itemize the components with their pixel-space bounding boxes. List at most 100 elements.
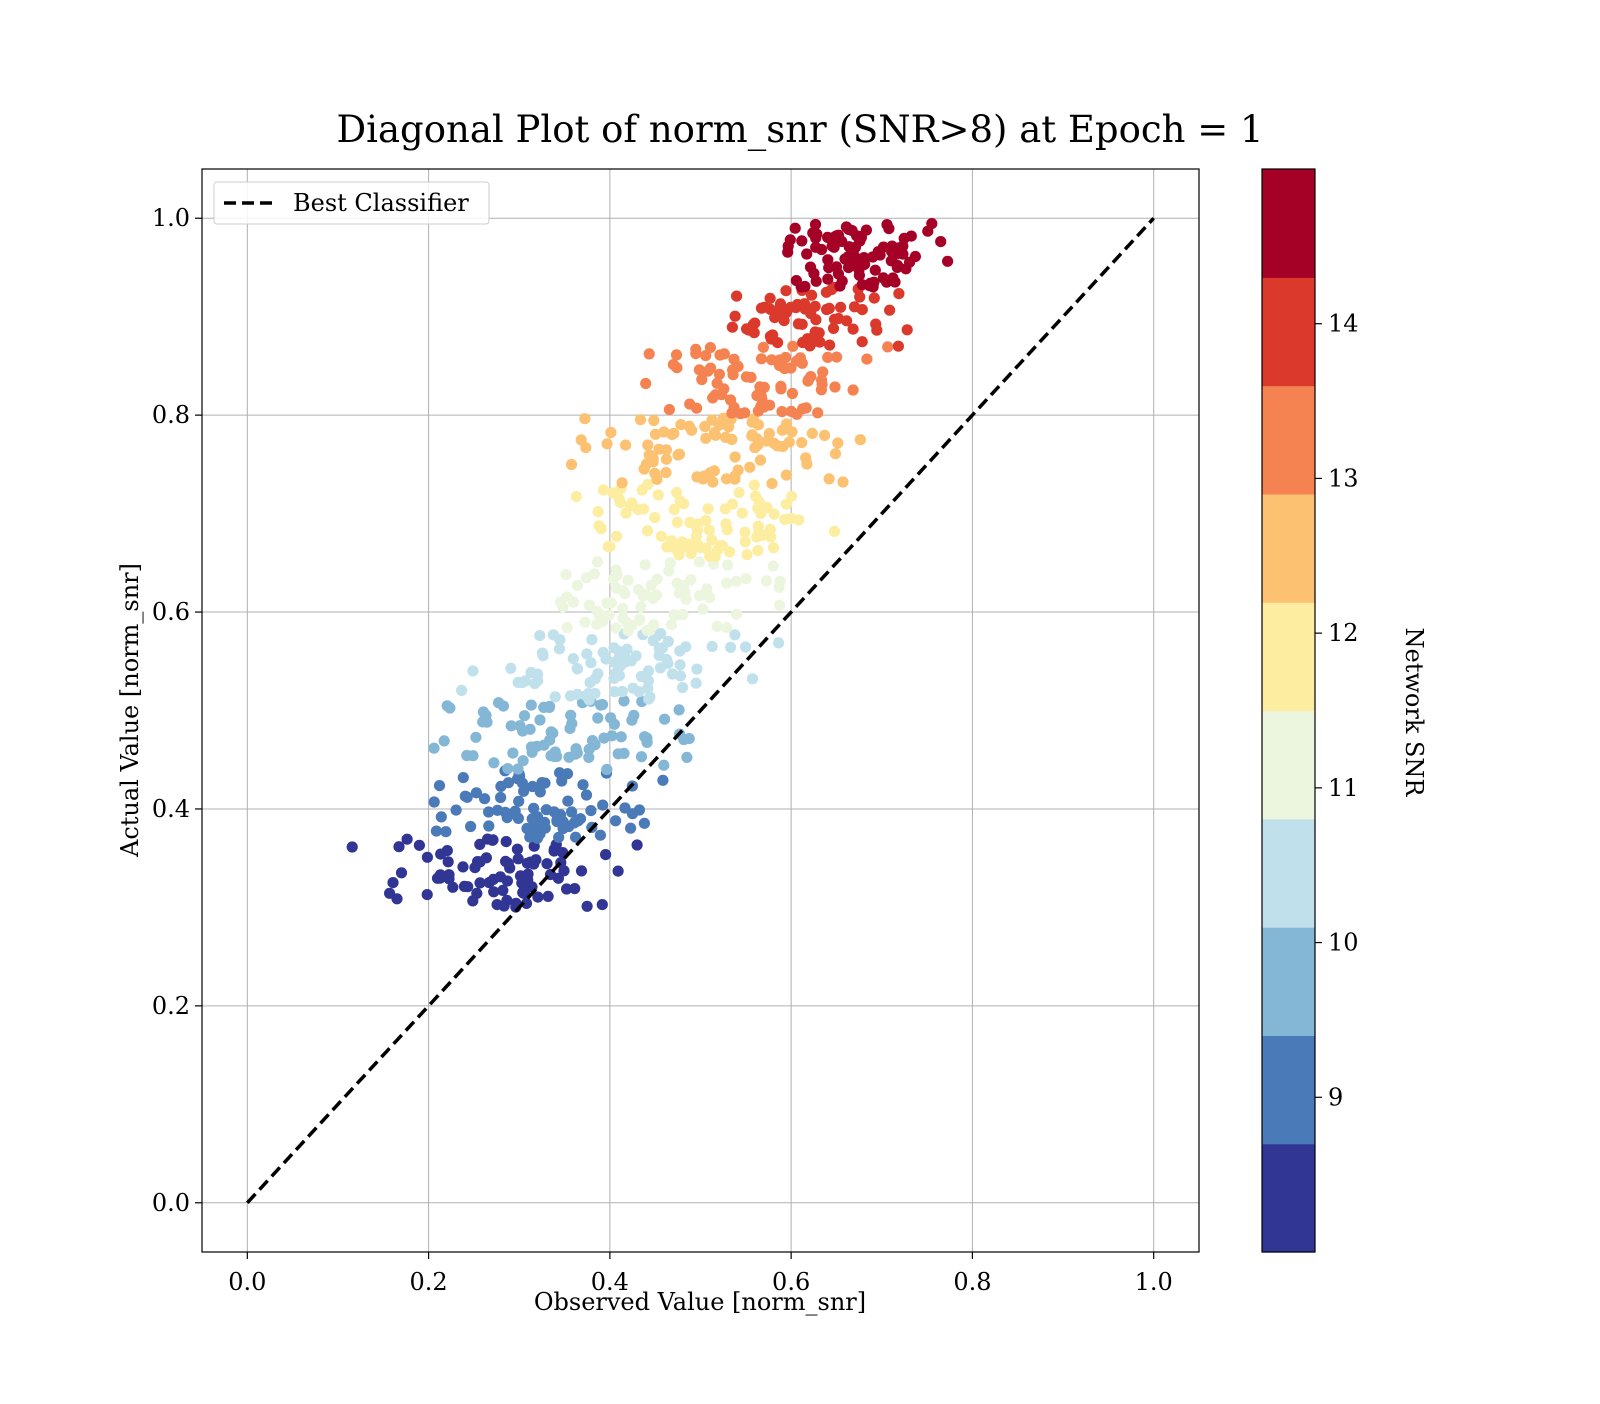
scatter-point xyxy=(567,653,579,665)
scatter-point xyxy=(796,235,808,247)
scatter-point xyxy=(639,559,651,571)
scatter-point xyxy=(723,421,735,433)
scatter-point xyxy=(600,849,612,861)
scatter-point xyxy=(661,653,673,666)
scatter-point xyxy=(849,241,862,253)
chart-title: Diagonal Plot of norm_snr (SNR>8) at Epo… xyxy=(336,108,1263,152)
scatter-point xyxy=(787,340,799,352)
scatter-point xyxy=(799,280,811,293)
scatter-point xyxy=(591,556,604,568)
scatter-point xyxy=(605,426,617,439)
scatter-point xyxy=(488,886,500,898)
legend-box xyxy=(213,181,490,225)
scatter-point xyxy=(568,596,580,608)
scatter-point xyxy=(711,377,723,389)
scatter-point xyxy=(660,453,673,465)
scatter-point xyxy=(628,709,640,721)
y-axis-label: Actual Value [norm_snr] xyxy=(116,563,144,858)
scatter-point xyxy=(532,891,544,903)
scatter-point xyxy=(622,574,634,586)
scatter-point xyxy=(881,219,893,231)
scatter-point xyxy=(752,544,764,557)
scatter-point xyxy=(579,616,591,628)
scatter-point xyxy=(433,780,446,792)
scatter-point xyxy=(428,742,440,754)
scatter-point xyxy=(565,458,578,471)
scatter-point xyxy=(809,218,822,231)
scatter-point xyxy=(641,525,654,537)
scatter-point xyxy=(617,612,629,624)
scatter-point xyxy=(557,601,569,613)
scatter-point xyxy=(612,865,624,877)
scatter-point xyxy=(728,401,740,414)
colorbar-segment xyxy=(1262,277,1315,387)
colorbar-tick-label: 10 xyxy=(1328,929,1359,957)
scatter-point xyxy=(832,437,844,449)
scatter-point xyxy=(572,815,584,827)
scatter-point xyxy=(859,258,871,270)
scatter-point xyxy=(733,486,745,499)
scatter-point xyxy=(706,640,718,653)
scatter-point xyxy=(526,780,539,793)
y-tick-label: 0.6 xyxy=(152,598,190,626)
scatter-point xyxy=(553,643,566,655)
scatter-point xyxy=(459,790,471,802)
scatter-point xyxy=(774,575,786,587)
scatter-point xyxy=(809,300,821,312)
scatter-point xyxy=(608,672,620,685)
scatter-point xyxy=(514,870,527,882)
scatter-point xyxy=(701,583,713,595)
scatter-point xyxy=(605,597,617,609)
scatter-point xyxy=(616,685,628,698)
scatter-points xyxy=(346,218,954,913)
scatter-point xyxy=(645,579,657,592)
scatter-point xyxy=(534,786,546,798)
scatter-point xyxy=(717,412,730,424)
colorbar-tick-label: 9 xyxy=(1328,1083,1343,1111)
colorbar-tick-label: 14 xyxy=(1328,310,1359,338)
scatter-point xyxy=(685,548,697,560)
scatter-point xyxy=(776,406,788,418)
scatter-point xyxy=(580,789,593,801)
scatter-point xyxy=(642,439,654,451)
scatter-point xyxy=(654,662,667,674)
scatter-point xyxy=(444,702,456,714)
scatter-point xyxy=(871,324,883,336)
scatter-point xyxy=(659,713,671,725)
scatter-point xyxy=(561,622,573,634)
scatter-point xyxy=(761,502,773,514)
scatter-point xyxy=(766,354,778,366)
scatter-point xyxy=(346,841,358,853)
scatter-point xyxy=(401,833,413,845)
scatter-point xyxy=(829,381,841,393)
scatter-point xyxy=(775,383,787,395)
scatter-point xyxy=(571,662,583,675)
scatter-point xyxy=(497,884,509,897)
scatter-point xyxy=(673,448,686,460)
scatter-point xyxy=(709,551,721,563)
colorbar-segment xyxy=(1262,1035,1315,1145)
scatter-point xyxy=(721,559,734,571)
scatter-point xyxy=(749,442,761,454)
scatter-point xyxy=(585,657,597,669)
scatter-point xyxy=(457,861,469,873)
colorbar-segment xyxy=(1262,385,1315,495)
scatter-point xyxy=(488,757,500,769)
scatter-point xyxy=(812,407,824,419)
scatter-point xyxy=(801,248,813,260)
colorbar-segment xyxy=(1262,493,1315,603)
colorbar-tick-label: 13 xyxy=(1328,464,1359,492)
scatter-point xyxy=(721,622,733,634)
scatter-point xyxy=(413,839,425,851)
scatter-point xyxy=(872,246,884,258)
scatter-point xyxy=(869,264,881,276)
scatter-point xyxy=(822,273,834,285)
scatter-point xyxy=(595,699,607,711)
scatter-point xyxy=(643,449,655,461)
scatter-point xyxy=(767,560,779,572)
scatter-point xyxy=(778,315,790,327)
scatter-point xyxy=(638,463,650,475)
scatter-point xyxy=(652,489,664,501)
scatter-point xyxy=(571,688,583,701)
scatter-point xyxy=(842,251,854,263)
